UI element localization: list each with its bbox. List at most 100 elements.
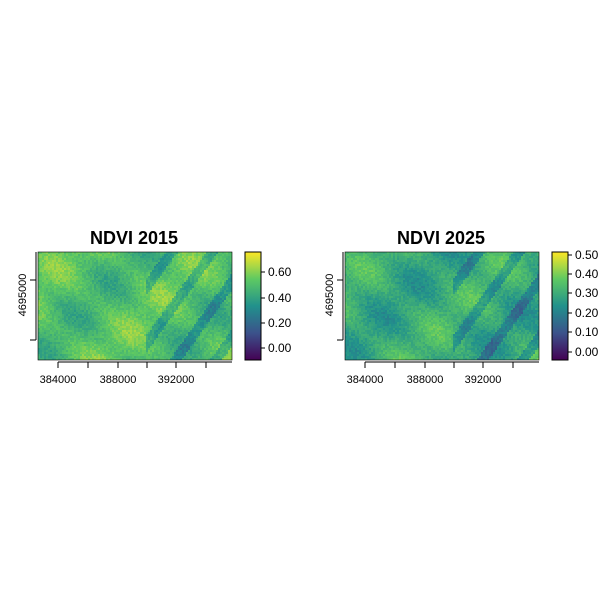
- raster-cell: [120, 332, 122, 334]
- raster-cell: [162, 328, 164, 330]
- raster-cell: [108, 338, 110, 340]
- raster-cell: [198, 310, 200, 312]
- raster-cell: [190, 338, 192, 340]
- raster-cell: [76, 350, 78, 352]
- raster-cell: [182, 272, 184, 274]
- raster-cell: [160, 258, 162, 260]
- raster-cell: [44, 262, 46, 264]
- raster-cell: [222, 336, 224, 338]
- raster-cell: [204, 302, 206, 304]
- raster-cell: [230, 320, 232, 322]
- raster-cell: [104, 296, 106, 298]
- raster-cell: [96, 328, 98, 330]
- raster-cell: [174, 332, 176, 334]
- raster-cell: [118, 270, 120, 272]
- raster-cell: [144, 308, 146, 310]
- raster-cell: [40, 350, 42, 352]
- raster-cell: [230, 266, 232, 268]
- raster-cell: [60, 274, 62, 276]
- raster-cell: [44, 298, 46, 300]
- raster-cell: [134, 304, 136, 306]
- raster-cell: [196, 322, 198, 324]
- raster-cell: [196, 266, 198, 268]
- raster-cell: [114, 282, 116, 284]
- raster-cell: [140, 274, 142, 276]
- raster-cell: [72, 316, 74, 318]
- raster-cell: [156, 348, 158, 350]
- raster-cell: [228, 316, 230, 318]
- raster-cell: [118, 340, 120, 342]
- raster-cell: [78, 256, 80, 258]
- raster-cell: [122, 320, 124, 322]
- raster-cell: [66, 306, 68, 308]
- raster-cell: [162, 270, 164, 272]
- raster-cell: [124, 320, 126, 322]
- raster-cell: [182, 252, 184, 254]
- raster-cell: [120, 322, 122, 324]
- raster-cell: [192, 282, 194, 284]
- raster-cell: [100, 314, 102, 316]
- raster-cell: [216, 258, 218, 260]
- raster-cell: [54, 292, 56, 294]
- raster-cell: [110, 298, 112, 300]
- raster-cell: [156, 258, 158, 260]
- raster-cell: [92, 338, 94, 340]
- raster-cell: [58, 354, 60, 356]
- raster-cell: [216, 330, 218, 332]
- raster-cell: [88, 352, 90, 354]
- raster-cell: [202, 276, 204, 278]
- raster-cell: [218, 334, 220, 336]
- raster-cell: [162, 336, 164, 338]
- raster-cell: [210, 330, 212, 332]
- raster-cell: [206, 344, 208, 346]
- raster-cell: [158, 274, 160, 276]
- raster-cell: [198, 352, 200, 354]
- raster-cell: [128, 348, 130, 350]
- raster-cell: [118, 286, 120, 288]
- raster-cell: [90, 254, 92, 256]
- raster-cell: [50, 284, 52, 286]
- raster-cell: [208, 288, 210, 290]
- raster-cell: [218, 324, 220, 326]
- raster-cell: [136, 270, 138, 272]
- raster-cell: [228, 338, 230, 340]
- raster-cell: [38, 310, 40, 312]
- raster-cell: [208, 292, 210, 294]
- raster-cell: [142, 302, 144, 304]
- raster-cell: [92, 288, 94, 290]
- raster-cell: [62, 260, 64, 262]
- raster-cell: [158, 346, 160, 348]
- raster-cell: [156, 330, 158, 332]
- raster-cell: [178, 276, 180, 278]
- raster-cell: [50, 300, 52, 302]
- raster-cell: [206, 264, 208, 266]
- raster-cell: [62, 336, 64, 338]
- raster-cell: [198, 344, 200, 346]
- raster-cell: [40, 266, 42, 268]
- raster-cell: [218, 286, 220, 288]
- raster-cell: [108, 306, 110, 308]
- raster-cell: [164, 350, 166, 352]
- raster-cell: [174, 320, 176, 322]
- raster-cell: [86, 326, 88, 328]
- raster-cell: [116, 326, 118, 328]
- raster-cell: [182, 324, 184, 326]
- raster-cell: [218, 268, 220, 270]
- raster-cell: [68, 326, 70, 328]
- raster-cell: [214, 302, 216, 304]
- raster-cell: [132, 332, 134, 334]
- raster-cell: [56, 288, 58, 290]
- raster-cell: [158, 318, 160, 320]
- raster-cell: [174, 310, 176, 312]
- raster-cell: [220, 262, 222, 264]
- raster-cell: [186, 256, 188, 258]
- raster-cell: [194, 308, 196, 310]
- raster-cell: [82, 328, 84, 330]
- raster-cell: [170, 260, 172, 262]
- raster-cell: [106, 280, 108, 282]
- raster-cell: [152, 294, 154, 296]
- raster-cell: [98, 256, 100, 258]
- raster-cell: [186, 314, 188, 316]
- raster-cell: [40, 330, 42, 332]
- raster-cell: [60, 340, 62, 342]
